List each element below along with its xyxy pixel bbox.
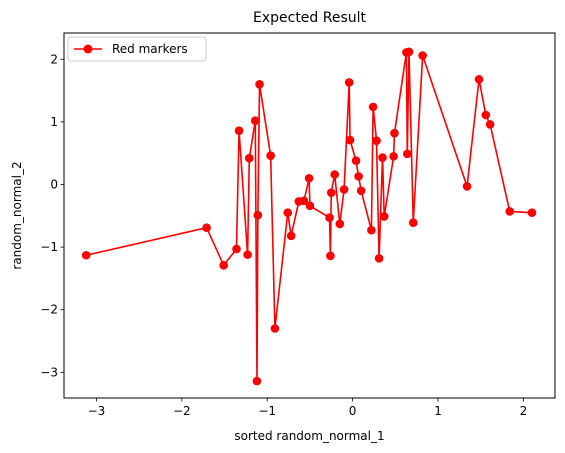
data-point — [368, 102, 378, 112]
data-point — [330, 170, 339, 179]
data-point — [326, 188, 336, 197]
data-point — [474, 75, 484, 84]
data-point — [389, 152, 398, 161]
data-point — [418, 51, 427, 60]
chart-title: Expected Result — [253, 10, 367, 26]
data-point — [527, 208, 537, 217]
data-point — [408, 218, 418, 227]
x-tick-label: 0 — [349, 404, 357, 418]
y-axis-label: random_normal_2 — [10, 161, 24, 269]
data-point — [372, 136, 381, 145]
y-tick-label: −3 — [40, 365, 58, 379]
data-point — [345, 135, 355, 145]
data-point — [270, 324, 280, 333]
plot-frame — [63, 32, 556, 399]
series-points — [81, 47, 537, 386]
data-point — [402, 149, 412, 159]
data-point — [344, 78, 354, 87]
data-point — [202, 223, 211, 233]
data-point — [379, 212, 389, 221]
data-point — [299, 196, 309, 206]
y-tick-label: 0 — [50, 178, 58, 192]
data-point — [351, 156, 361, 166]
data-point — [335, 219, 345, 229]
data-point — [219, 260, 228, 270]
y-tick-label: −1 — [40, 240, 58, 254]
x-tick-label: 1 — [434, 404, 442, 418]
data-point — [505, 207, 515, 216]
data-point — [481, 110, 491, 120]
x-tick-label: −1 — [258, 404, 276, 418]
y-axis-ticks: −3 −2 −1 0 1 2 — [40, 52, 64, 379]
data-point — [326, 251, 335, 261]
data-point — [356, 186, 366, 196]
data-point — [462, 182, 472, 191]
data-point — [374, 254, 384, 263]
data-point — [305, 201, 315, 211]
data-point — [283, 208, 293, 217]
data-point — [304, 173, 314, 183]
data-point — [232, 244, 241, 254]
x-tick-label: −3 — [88, 404, 106, 418]
y-tick-label: −2 — [40, 303, 58, 317]
y-tick-label: 2 — [50, 52, 58, 66]
data-point — [390, 128, 399, 138]
legend-marker-swatch — [83, 44, 93, 54]
data-point — [367, 225, 376, 235]
data-point — [378, 153, 387, 162]
data-point — [255, 80, 264, 89]
legend: Red markers — [67, 36, 207, 62]
x-axis-label: sorted random_normal_1 — [234, 429, 384, 443]
x-tick-label: −2 — [173, 404, 191, 418]
data-point — [244, 153, 254, 163]
data-point — [325, 213, 334, 222]
data-point — [485, 120, 495, 129]
legend-box — [67, 36, 207, 62]
data-point — [253, 210, 263, 220]
x-tick-label: 2 — [520, 404, 528, 418]
data-point — [252, 376, 262, 386]
x-axis-ticks: −3 −2 −1 0 1 2 — [88, 398, 528, 418]
data-point — [286, 231, 296, 241]
data-point — [404, 47, 414, 57]
data-point — [266, 151, 275, 161]
data-point — [339, 185, 349, 194]
data-point — [234, 126, 244, 135]
data-point — [81, 250, 91, 260]
y-tick-label: 1 — [50, 115, 58, 129]
data-point — [354, 172, 363, 181]
data-point — [243, 250, 252, 259]
data-point — [250, 116, 260, 125]
legend-label: Red markers — [112, 42, 188, 56]
